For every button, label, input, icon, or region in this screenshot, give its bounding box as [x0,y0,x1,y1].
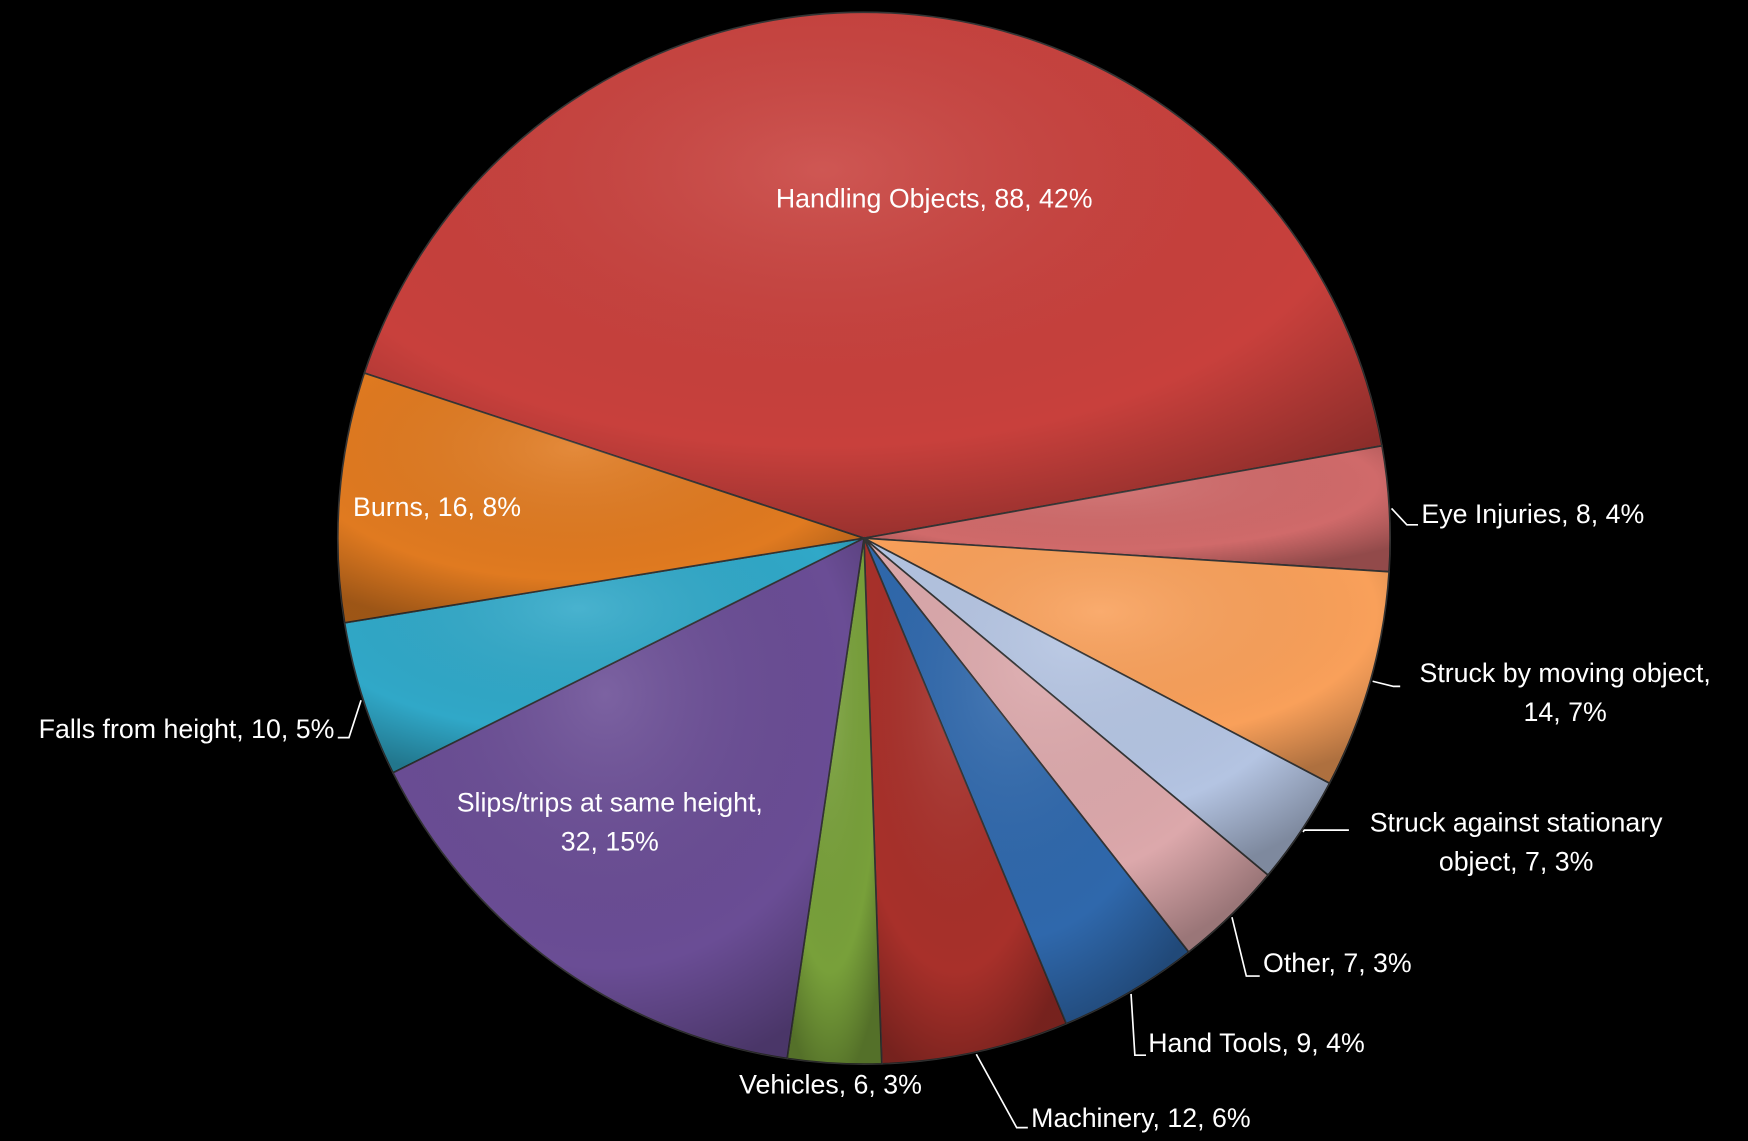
data-label: Struck by moving object, 14, 7% [1420,658,1711,727]
data-label: Handling Objects, 88, 42% [776,184,1093,214]
leader-line [1231,917,1260,977]
data-label: Eye Injuries, 8, 4% [1421,499,1644,529]
data-label: Other, 7, 3% [1263,948,1412,978]
label-line: 32, 15% [561,827,659,857]
leader-line [975,1053,1028,1129]
label-line: Other, 7, 3% [1263,948,1412,978]
label-line: Struck by moving object, [1420,658,1711,688]
label-line: Vehicles, 6, 3% [739,1069,922,1099]
label-line: Slips/trips at same height, [457,788,763,818]
data-label: Falls from height, 10, 5% [39,714,335,744]
data-label: Vehicles, 6, 3% [739,1069,922,1099]
label-line: Falls from height, 10, 5% [39,714,335,744]
label-line: Eye Injuries, 8, 4% [1421,499,1644,529]
leader-line [1302,829,1349,833]
leader-line [1372,680,1401,688]
label-line: 14, 7% [1524,697,1607,727]
label-line: Handling Objects, 88, 42% [776,184,1093,214]
data-label: Burns, 16, 8% [353,492,521,522]
label-line: Machinery, 12, 6% [1031,1103,1250,1133]
label-line: object, 7, 3% [1439,847,1594,877]
data-label: Machinery, 12, 6% [1031,1103,1250,1133]
label-line: Struck against stationary [1370,808,1663,838]
label-line: Burns, 16, 8% [353,492,521,522]
label-line: Hand Tools, 9, 4% [1148,1028,1365,1058]
leader-line [1390,507,1419,526]
leader-line [1130,993,1147,1057]
leader-line [337,700,362,739]
data-label: Struck against stationary object, 7, 3% [1370,808,1663,877]
data-label: Hand Tools, 9, 4% [1148,1028,1365,1058]
data-label: Slips/trips at same height, 32, 15% [457,788,763,857]
